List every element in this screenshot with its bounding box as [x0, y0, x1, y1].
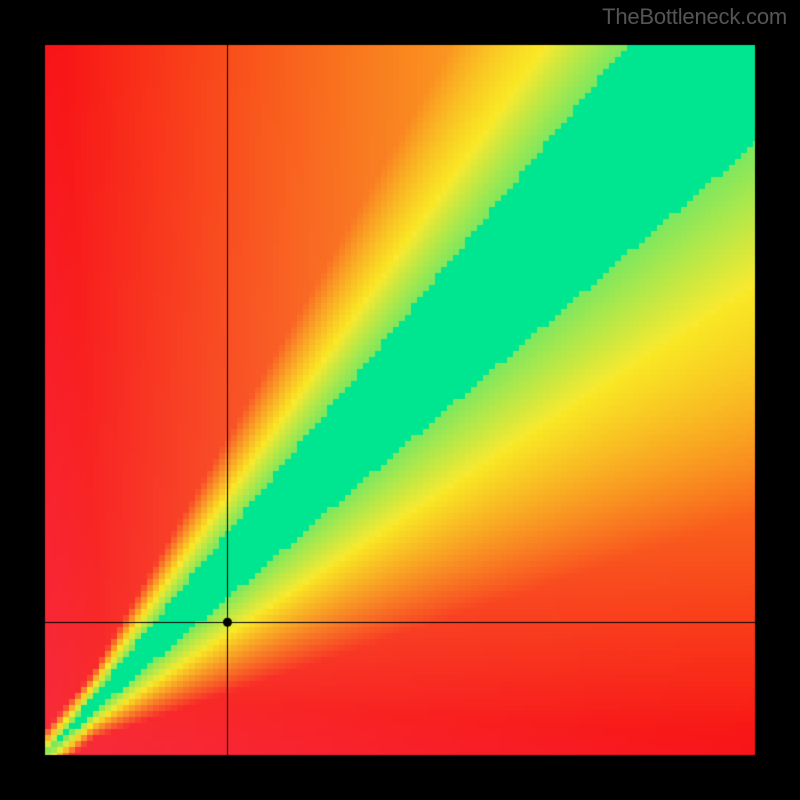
chart-container: TheBottleneck.com — [0, 0, 800, 800]
watermark-text: TheBottleneck.com — [602, 4, 787, 30]
bottleneck-heatmap — [0, 0, 800, 800]
